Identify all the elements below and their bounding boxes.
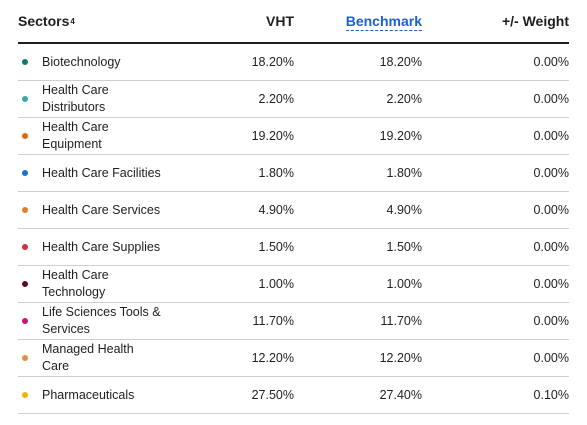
benchmark-value: 12.20% bbox=[379, 351, 422, 365]
sector-name: Managed Health Care bbox=[42, 342, 134, 373]
sector-dot-icon bbox=[22, 355, 28, 361]
benchmark-value: 4.90% bbox=[386, 203, 422, 217]
sector-cell: Health Care Distributors bbox=[18, 82, 226, 116]
sector-name: Health Care Supplies bbox=[42, 239, 161, 254]
vht-header: VHT bbox=[266, 13, 294, 29]
benchmark-header: Benchmark bbox=[294, 13, 422, 31]
table-row: Health Care Services 4.90% 4.90% 0.00% bbox=[18, 192, 569, 229]
table-row: Health Care Supplies 1.50% 1.50% 0.00% bbox=[18, 229, 569, 266]
table-row: Life Sciences Tools & Services 11.70% 11… bbox=[18, 303, 569, 340]
table-row: Health Care Facilities 1.80% 1.80% 0.00% bbox=[18, 155, 569, 192]
sector-dot-icon bbox=[22, 207, 28, 213]
benchmark-value: 1.50% bbox=[386, 240, 422, 254]
sector-cell: Health Care Services bbox=[18, 202, 226, 219]
benchmark-value: 19.20% bbox=[379, 129, 422, 143]
table-header: Sectors 4 VHT Benchmark +/- Weight bbox=[18, 0, 569, 44]
sector-name: Pharmaceuticals bbox=[42, 387, 135, 402]
sectors-footnote[interactable]: 4 bbox=[70, 16, 75, 26]
benchmark-value: 1.80% bbox=[386, 166, 422, 180]
benchmark-link[interactable]: Benchmark bbox=[345, 13, 422, 31]
sector-cell: Biotechnology bbox=[18, 54, 226, 71]
weight-value: 0.00% bbox=[533, 314, 569, 328]
weight-value: 0.00% bbox=[533, 277, 569, 291]
sector-dot-icon bbox=[22, 133, 28, 139]
sector-name: Health Care Services bbox=[42, 202, 161, 217]
vht-value: 11.70% bbox=[252, 314, 294, 328]
vht-value: 2.20% bbox=[258, 92, 294, 106]
sector-dot-icon bbox=[22, 281, 28, 287]
sector-dot-icon bbox=[22, 59, 28, 65]
weight-value: 0.00% bbox=[533, 240, 569, 254]
benchmark-value: 2.20% bbox=[386, 92, 422, 106]
weight-value: 0.00% bbox=[533, 351, 569, 365]
sector-cell: Health Care Supplies bbox=[18, 239, 226, 256]
sectors-header-label: Sectors bbox=[18, 13, 70, 29]
sector-name: Health Care Equipment bbox=[42, 120, 109, 151]
table-row: Managed Health Care 12.20% 12.20% 0.00% bbox=[18, 340, 569, 377]
table-row: Health Care Equipment 19.20% 19.20% 0.00… bbox=[18, 118, 569, 155]
sector-name: Biotechnology bbox=[42, 54, 121, 69]
table-row: Health Care Technology 1.00% 1.00% 0.00% bbox=[18, 266, 569, 303]
sectors-header: Sectors 4 bbox=[18, 13, 226, 29]
sector-dot-icon bbox=[22, 170, 28, 176]
table-row: Health Care Distributors 2.20% 2.20% 0.0… bbox=[18, 81, 569, 118]
benchmark-value: 1.00% bbox=[386, 277, 422, 291]
weight-value: 0.00% bbox=[533, 166, 569, 180]
vht-value: 19.20% bbox=[251, 129, 294, 143]
weight-value: 0.00% bbox=[533, 92, 569, 106]
sector-dot-icon bbox=[22, 392, 28, 398]
sector-name: Life Sciences Tools & Services bbox=[42, 305, 161, 336]
sector-dot-icon bbox=[22, 244, 28, 250]
table-row: Biotechnology 18.20% 18.20% 0.00% bbox=[18, 44, 569, 81]
sector-dot-icon bbox=[22, 96, 28, 102]
weight-value: 0.00% bbox=[533, 129, 569, 143]
vht-value: 1.00% bbox=[258, 277, 294, 291]
sector-dot-icon bbox=[22, 318, 28, 324]
sector-name: Health Care Technology bbox=[42, 268, 109, 299]
vht-value: 18.20% bbox=[251, 55, 294, 69]
weight-value: 0.10% bbox=[533, 388, 569, 402]
sector-name: Health Care Facilities bbox=[42, 165, 161, 180]
vht-value: 1.50% bbox=[258, 240, 294, 254]
sector-cell: Managed Health Care bbox=[18, 341, 226, 375]
weight-value: 0.00% bbox=[533, 203, 569, 217]
vht-value: 4.90% bbox=[258, 203, 294, 217]
weight-header: +/- Weight bbox=[501, 13, 569, 29]
weight-value: 0.00% bbox=[533, 55, 569, 69]
sector-weights-table: Sectors 4 VHT Benchmark +/- Weight Biotec… bbox=[18, 0, 569, 414]
sector-cell: Health Care Equipment bbox=[18, 119, 226, 153]
sector-cell: Life Sciences Tools & Services bbox=[18, 304, 226, 338]
benchmark-value: 27.40% bbox=[379, 388, 422, 402]
sector-cell: Health Care Facilities bbox=[18, 165, 226, 182]
vht-value: 12.20% bbox=[251, 351, 294, 365]
benchmark-value: 11.70% bbox=[380, 314, 422, 328]
vht-value: 1.80% bbox=[258, 166, 294, 180]
sector-name: Health Care Distributors bbox=[42, 83, 109, 114]
sector-cell: Pharmaceuticals bbox=[18, 387, 226, 404]
table-row: Pharmaceuticals 27.50% 27.40% 0.10% bbox=[18, 377, 569, 414]
sector-cell: Health Care Technology bbox=[18, 267, 226, 301]
benchmark-value: 18.20% bbox=[379, 55, 422, 69]
vht-value: 27.50% bbox=[251, 388, 294, 402]
